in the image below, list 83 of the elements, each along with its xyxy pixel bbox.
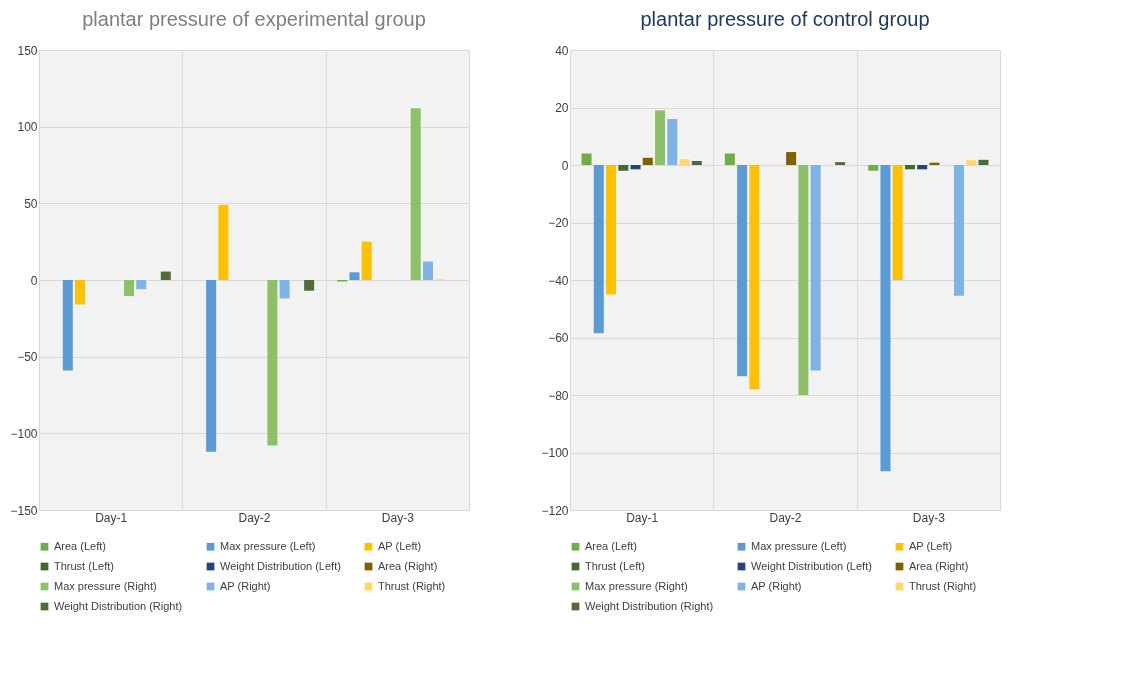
bar — [655, 110, 666, 165]
bar — [361, 241, 372, 280]
bar — [835, 162, 846, 165]
bar — [267, 280, 278, 446]
legend-label: Max pressure (Right) — [585, 579, 688, 592]
legend-label: Thrust (Right) — [909, 579, 977, 592]
legend-label: AP (Right) — [751, 579, 802, 592]
x-tick-label: Day-2 — [769, 510, 802, 525]
bar — [606, 165, 617, 295]
legend-label: Weight Distribution (Left) — [220, 559, 341, 572]
x-tick-label: Day-3 — [912, 510, 946, 525]
bar — [630, 165, 641, 170]
bar — [868, 165, 879, 171]
bar — [279, 280, 290, 299]
bar — [880, 165, 891, 472]
bar — [422, 261, 433, 280]
bar — [218, 204, 229, 280]
x-tick-label: Day-2 — [238, 510, 271, 525]
legend-label: Max pressure (Left) — [751, 539, 847, 552]
legend-label: Area (Left) — [585, 539, 637, 552]
y-tick-label: 0 — [30, 273, 38, 288]
bar — [642, 157, 653, 165]
bar — [679, 159, 690, 165]
bar — [75, 280, 86, 305]
legend-label: Max pressure (Right) — [54, 579, 157, 592]
bar — [691, 160, 702, 165]
bar — [810, 165, 821, 371]
bar — [953, 165, 964, 296]
bar — [349, 272, 360, 280]
y-tick-label: 150 — [17, 43, 38, 58]
legend-label: Weight Distribution (Right) — [585, 599, 714, 612]
bar — [786, 152, 797, 165]
bar — [917, 165, 928, 170]
legend-label: AP (Right) — [220, 579, 271, 592]
bar — [304, 280, 315, 291]
legend-label: Weight Distribution (Left) — [751, 559, 872, 572]
bar — [798, 165, 809, 395]
legend-label: Area (Left) — [54, 539, 106, 552]
y-tick-label: −120 — [541, 503, 569, 518]
bar — [892, 165, 903, 280]
legend-label: Max pressure (Left) — [220, 539, 316, 552]
y-tick-label: −100 — [541, 446, 569, 460]
bar — [978, 159, 989, 165]
bar — [62, 280, 73, 371]
legend-label: Thrust (Left) — [54, 559, 114, 572]
y-tick-label: −40 — [548, 273, 569, 288]
y-tick-label: −20 — [548, 216, 569, 230]
y-tick-label: −150 — [10, 503, 38, 518]
bar — [136, 280, 147, 290]
y-tick-label: 50 — [24, 196, 38, 211]
x-tick-label: Day-1 — [95, 510, 128, 525]
x-tick-label: Day-3 — [381, 510, 415, 525]
legend-label: AP (Left) — [909, 539, 953, 552]
bar — [593, 165, 604, 334]
chart-title: plantar pressure of control group — [640, 8, 930, 30]
legend-label: AP (Left) — [378, 539, 422, 552]
bar — [410, 108, 421, 280]
legend-label: Weight Distribution (Right) — [54, 599, 183, 612]
bar — [966, 160, 977, 165]
bar — [618, 165, 629, 171]
x-tick-label: Day-1 — [626, 510, 659, 525]
legend-label: Area (Right) — [378, 559, 438, 572]
y-tick-label: −50 — [17, 350, 38, 365]
bar — [667, 119, 678, 165]
y-tick-label: 100 — [17, 120, 38, 135]
chart-title: plantar pressure of experimental group — [82, 8, 426, 30]
y-tick-label: −100 — [10, 426, 38, 441]
bar — [160, 271, 171, 280]
y-tick-label: −80 — [548, 388, 569, 403]
bar — [737, 165, 748, 377]
y-tick-label: 20 — [555, 101, 569, 115]
legend-label: Thrust (Right) — [378, 579, 446, 592]
bar — [581, 153, 592, 165]
bar — [724, 153, 735, 165]
bar — [206, 280, 217, 452]
y-tick-label: 40 — [555, 43, 569, 58]
bar — [124, 280, 135, 297]
bar — [749, 165, 760, 390]
y-tick-label: −60 — [548, 331, 569, 345]
legend-label: Thrust (Left) — [585, 559, 645, 572]
legend-label: Area (Right) — [909, 559, 969, 572]
bar — [904, 165, 915, 170]
y-tick-label: 0 — [561, 158, 569, 173]
